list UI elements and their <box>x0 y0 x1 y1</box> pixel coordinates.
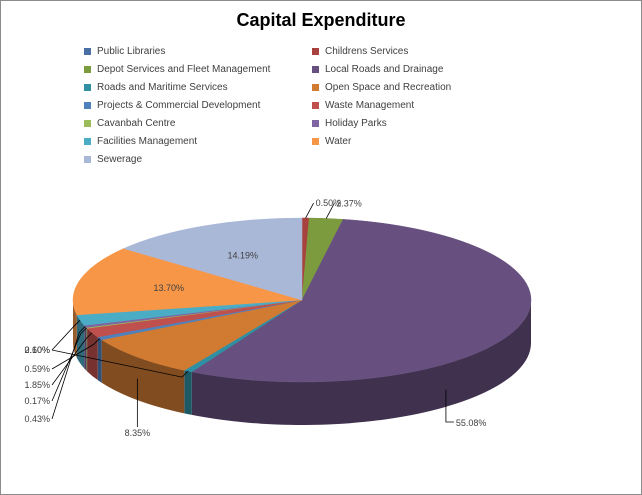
legend-item-waste-management: Waste Management <box>312 98 414 112</box>
legend-swatch <box>84 119 91 127</box>
legend-item-projects-and-commercial-development: Projects & Commercial Development <box>84 98 260 112</box>
legend-label: Public Libraries <box>97 45 166 57</box>
chart-title: Capital Expenditure <box>236 10 406 30</box>
legend-swatch <box>84 155 91 163</box>
data-label-childrens-services: 0.50% <box>316 198 342 208</box>
legend-label: Sewerage <box>97 153 143 165</box>
data-label-projects-and-commercial-development: 0.59% <box>24 364 50 374</box>
leader-line-holiday-parks <box>51 326 86 420</box>
legend-swatch <box>312 47 319 55</box>
data-label-depot-services-and-fleet-management: 2.37% <box>336 198 362 208</box>
legend-item-facilities-management: Facilities Management <box>84 134 197 148</box>
leader-line-childrens-services <box>305 202 314 219</box>
data-label-holiday-parks: 0.43% <box>24 414 50 424</box>
legend-label: Holiday Parks <box>325 117 387 129</box>
data-labels: 0.50%2.37% 55.08% 0.60% 8.35% 0.59% 1.85% 0.17… <box>24 198 486 438</box>
legend-item-water: Water <box>312 134 351 148</box>
legend-item-open-space-and-recreation: Open Space and Recreation <box>312 80 451 94</box>
slice-side-waste-management <box>87 328 98 381</box>
legend-item-public-libraries: Public Libraries <box>84 44 165 58</box>
legend-swatch <box>312 83 319 91</box>
legend-item-local-roads-and-drainage: Local Roads and Drainage <box>312 62 443 76</box>
legend-swatch <box>84 47 91 55</box>
legend-label: Childrens Services <box>325 45 409 57</box>
data-label-waste-management: 1.85% <box>24 380 50 390</box>
legend-swatch <box>84 101 91 109</box>
legend-label: Projects & Commercial Development <box>97 99 261 111</box>
legend-swatch <box>84 137 91 145</box>
legend-swatch <box>312 119 319 127</box>
slice-side-cavanbah-centre <box>86 327 88 372</box>
leader-line-waste-management <box>51 332 93 386</box>
legend-item-depot-services-and-fleet-management: Depot Services and Fleet Management <box>84 62 270 76</box>
slice-open-space-and-recreation <box>101 299 303 371</box>
leader-line-depot-services-and-fleet-management <box>325 203 335 219</box>
data-label-local-roads-and-drainage: 55.08% <box>456 418 487 428</box>
pie-top <box>72 217 532 383</box>
slice-sewerage <box>123 217 303 301</box>
data-label-open-space-and-recreation: 8.35% <box>125 428 151 438</box>
legend-label: Roads and Maritime Services <box>97 81 228 93</box>
data-label-sewerage: 14.19% <box>227 251 258 261</box>
legend-swatch <box>312 65 319 73</box>
slice-water <box>72 248 303 316</box>
legend-label: Open Space and Recreation <box>325 81 452 93</box>
legend-label: Waste Management <box>325 99 415 111</box>
slice-side-open-space-and-recreation <box>101 339 185 414</box>
legend-item-sewerage: Sewerage <box>84 152 142 166</box>
slice-local-roads-and-drainage <box>191 219 532 383</box>
leader-line-roads-and-maritime-services <box>51 349 189 378</box>
slice-side-roads-and-maritime-services <box>184 370 192 415</box>
legend-label: Facilities Management <box>97 135 198 147</box>
legend-swatch <box>312 137 319 145</box>
slice-side-holiday-parks <box>84 325 87 371</box>
legend-swatch <box>312 101 319 109</box>
data-label-facilities-management: 2.10% <box>24 345 50 355</box>
legend-item-roads-and-maritime-services: Roads and Maritime Services <box>84 80 228 94</box>
legend-label: Depot Services and Fleet Management <box>97 63 271 75</box>
leader-line-local-roads-and-drainage <box>445 389 454 423</box>
legend-label: Local Roads and Drainage <box>325 63 444 75</box>
leader-line-projects-and-commercial-development <box>51 338 100 370</box>
data-label-roads-and-maritime-services: 0.60% <box>24 345 50 355</box>
data-label-cavanbah-centre: 0.17% <box>24 396 50 406</box>
data-label-water: 13.70% <box>154 283 185 293</box>
slice-side-facilities-management <box>76 314 85 369</box>
legend-item-cavanbah-centre: Cavanbah Centre <box>84 116 175 130</box>
legend-item-holiday-parks: Holiday Parks <box>312 116 387 130</box>
leader-line-cavanbah-centre <box>51 327 87 402</box>
legend-label: Cavanbah Centre <box>97 117 176 129</box>
legend-swatch <box>84 65 91 73</box>
legend-item-childrens-services: Childrens Services <box>312 44 408 58</box>
legend-label: Water <box>325 135 352 147</box>
legend-swatch <box>84 83 91 91</box>
leader-line-facilities-management <box>51 319 81 351</box>
